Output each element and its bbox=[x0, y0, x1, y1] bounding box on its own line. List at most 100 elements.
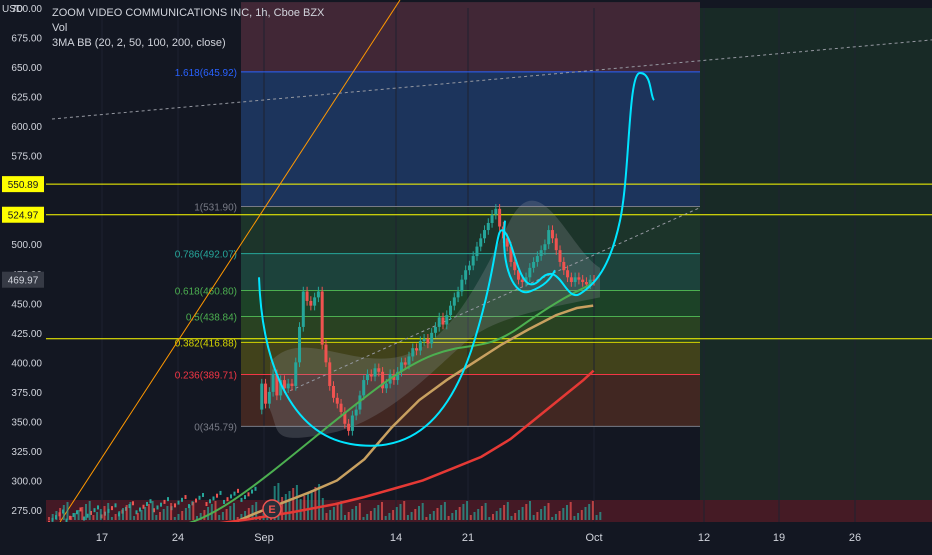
candle-body-early bbox=[142, 504, 145, 509]
volume-bar bbox=[303, 496, 306, 520]
volume-bar bbox=[51, 514, 54, 520]
price-tag-box-0 bbox=[2, 176, 44, 193]
volume-bar bbox=[366, 514, 369, 520]
volume-bar bbox=[355, 506, 358, 520]
fib-zone-5 bbox=[241, 316, 700, 343]
candle-body bbox=[483, 230, 487, 239]
volume-bar bbox=[595, 515, 598, 520]
candle-body bbox=[554, 238, 558, 251]
volume-bar bbox=[521, 507, 524, 520]
candle-body-early bbox=[156, 505, 159, 510]
volume-bar bbox=[388, 513, 391, 520]
candle-body bbox=[464, 270, 468, 280]
y-tick-label: 575.00 bbox=[11, 152, 42, 163]
candle-body bbox=[282, 380, 286, 389]
volume-bar bbox=[540, 509, 543, 520]
volume-bar bbox=[196, 516, 198, 520]
candle-body bbox=[271, 374, 275, 392]
candle-body bbox=[547, 230, 551, 245]
candle-body bbox=[354, 409, 358, 416]
volume-bar bbox=[295, 485, 298, 520]
candle-body bbox=[588, 279, 592, 285]
candle-body bbox=[581, 279, 585, 283]
candle-body bbox=[365, 374, 369, 381]
volume-bar bbox=[307, 493, 309, 520]
bollinger-band bbox=[270, 200, 600, 438]
volume-bar bbox=[59, 508, 62, 520]
candle-body-early bbox=[212, 496, 215, 501]
y-tick-label: 275.00 bbox=[11, 506, 42, 517]
volume-bar bbox=[110, 517, 113, 520]
candle-body bbox=[399, 362, 403, 372]
currency-label: USD bbox=[2, 4, 23, 15]
candle-body bbox=[407, 356, 411, 365]
volume-bar bbox=[543, 506, 546, 520]
candle-body bbox=[456, 291, 460, 298]
volume-bar bbox=[358, 503, 361, 520]
y-tick-label: 375.00 bbox=[11, 388, 42, 399]
candle-body-early bbox=[174, 503, 176, 508]
legend-indicator: 3MA BB (20, 2, 50, 100, 200, close) bbox=[52, 37, 226, 49]
candle-body bbox=[339, 403, 343, 412]
candle-body bbox=[479, 238, 483, 247]
candle-body bbox=[301, 291, 305, 327]
volume-bar bbox=[321, 498, 324, 520]
candle-body-early bbox=[247, 492, 250, 497]
volume-bar bbox=[477, 509, 480, 520]
candle-body bbox=[373, 368, 377, 377]
candle-body-early bbox=[237, 488, 239, 493]
volume-bar bbox=[558, 511, 561, 520]
volume-bar bbox=[517, 510, 520, 520]
y-tick-label: 450.00 bbox=[11, 299, 42, 310]
volume-bar bbox=[414, 509, 417, 520]
candle-body-early bbox=[97, 505, 99, 510]
candle-body-early bbox=[111, 506, 113, 511]
candle-body bbox=[467, 265, 471, 271]
drawn-inner-path bbox=[503, 220, 556, 294]
volume-bar bbox=[96, 512, 99, 520]
candle-body-early bbox=[184, 495, 187, 500]
candle-body bbox=[294, 362, 298, 386]
volume-bar bbox=[458, 507, 461, 520]
candle-body bbox=[441, 317, 445, 325]
earnings-marker[interactable] bbox=[262, 499, 282, 519]
volume-bar bbox=[580, 510, 583, 520]
volume-bar bbox=[162, 509, 165, 520]
volume-bar bbox=[462, 504, 465, 520]
y-tick-label: 625.00 bbox=[11, 93, 42, 104]
volume-bar bbox=[122, 508, 124, 520]
candle-body bbox=[275, 374, 279, 396]
candle-body-early bbox=[209, 499, 211, 504]
candle-body-early bbox=[202, 492, 204, 497]
candle-body-early bbox=[114, 503, 117, 508]
volume-bar bbox=[421, 503, 424, 520]
volume-bar bbox=[473, 512, 476, 520]
volume-bar bbox=[166, 506, 169, 520]
candle-body bbox=[426, 338, 430, 344]
candle-body-early bbox=[198, 495, 201, 500]
volume-bar bbox=[455, 510, 457, 520]
y-tick-label: 300.00 bbox=[11, 476, 42, 487]
volume-bar bbox=[181, 511, 184, 520]
fib-label-1.618: 1.618(645.92) bbox=[175, 68, 237, 79]
candle-body bbox=[433, 326, 437, 333]
volume-bar bbox=[529, 501, 531, 520]
candle-body bbox=[377, 368, 381, 372]
volume-bar bbox=[384, 516, 387, 520]
fib-zone-2 bbox=[241, 206, 700, 254]
candle-body bbox=[452, 297, 456, 306]
candle-body bbox=[520, 279, 524, 283]
candle-body-early bbox=[226, 497, 229, 502]
y-tick-label: 650.00 bbox=[11, 63, 42, 74]
volume-bar bbox=[225, 509, 228, 520]
candle-body-early bbox=[72, 513, 75, 518]
x-axis-panel[interactable] bbox=[0, 522, 932, 550]
volume-bar bbox=[599, 512, 602, 520]
fib-zone-0 bbox=[241, 2, 700, 72]
candle-body bbox=[437, 317, 441, 327]
volume-bar bbox=[136, 513, 139, 520]
volume-bar bbox=[432, 511, 435, 520]
volume-bar bbox=[55, 511, 58, 520]
